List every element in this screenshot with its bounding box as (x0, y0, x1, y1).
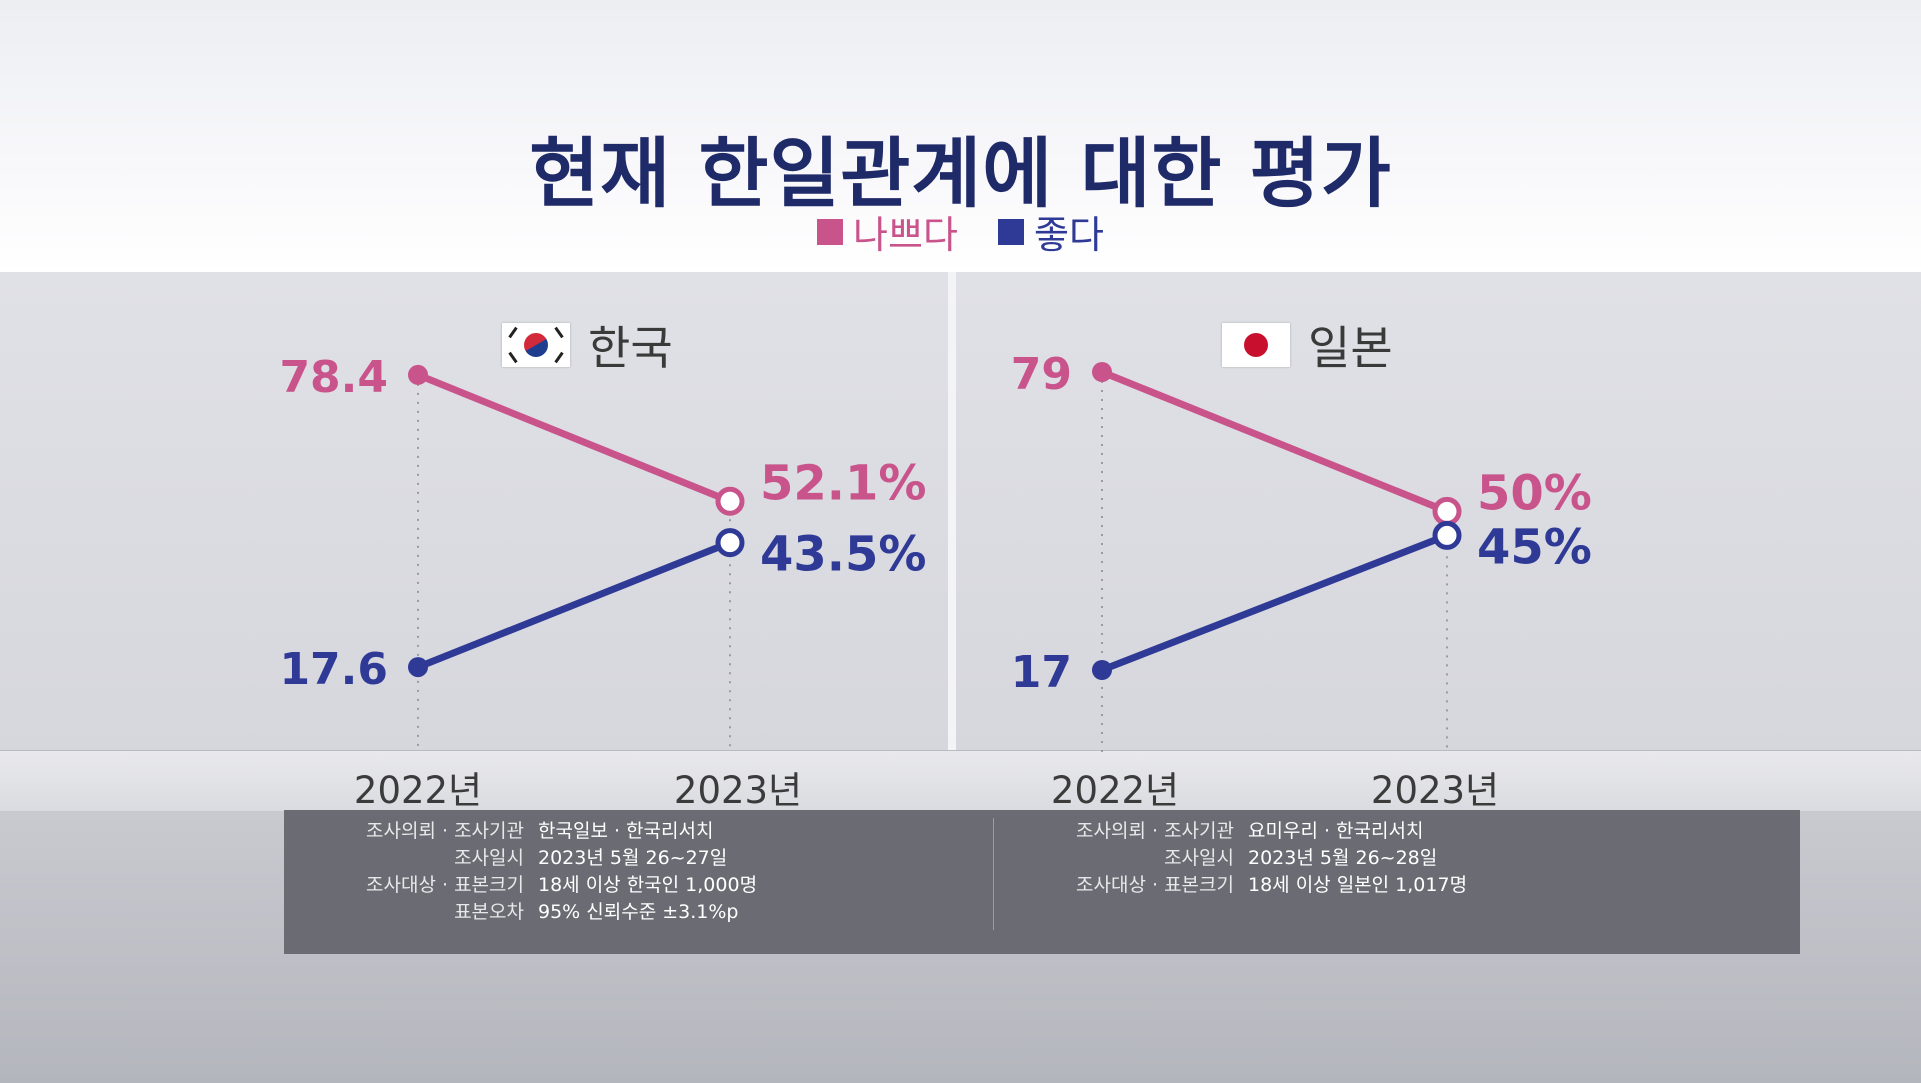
survey-japan-row-3: 조사대상 · 표본크기 18세 이상 일본인 1,017명 (1004, 870, 1467, 897)
survey-japan-value-2: 2023년 5월 26~28일 (1248, 847, 1438, 869)
survey-divider (993, 818, 994, 930)
survey-japan-label-3: 조사대상 · 표본크기 (1076, 874, 1234, 896)
korea-panel (0, 272, 948, 750)
survey-korea-label-1: 조사의뢰 · 조사기관 (366, 820, 524, 842)
country-header-korea: 한국 (502, 312, 673, 378)
legend-label-good: 좋다 (1034, 213, 1104, 257)
korea-flag-icon (502, 323, 570, 367)
legend-item-good: 좋다 (998, 204, 1104, 259)
legend: 나쁘다 좋다 (0, 204, 1921, 259)
survey-korea-row-1: 조사의뢰 · 조사기관 한국일보 · 한국리서치 (284, 816, 713, 843)
legend-swatch-good (998, 218, 1025, 245)
survey-korea-label-3: 조사대상 · 표본크기 (366, 874, 524, 896)
survey-japan-label-1: 조사의뢰 · 조사기관 (1076, 820, 1234, 842)
x-tick-japan-2023: 2023년 (1370, 769, 1500, 812)
survey-korea-row-3: 조사대상 · 표본크기 18세 이상 한국인 1,000명 (284, 870, 757, 897)
panel-divider (948, 272, 956, 750)
survey-korea-label-2: 조사일시 (454, 847, 524, 869)
korea-point-bad-2023 (715, 486, 745, 516)
korea-label-bad-2022: 78.4 (279, 352, 388, 403)
survey-korea-value-4: 95% 신뢰수준 ±3.1%p (538, 901, 739, 923)
japan-point-good-2023 (1432, 520, 1462, 550)
country-header-japan: 일본 (1222, 312, 1393, 378)
japan-point-good-2022 (1092, 660, 1112, 680)
japan-flag-icon (1222, 323, 1290, 367)
survey-korea-value-2: 2023년 5월 26~27일 (538, 847, 728, 869)
japan-label-good-2023: 45% (1477, 519, 1592, 575)
korea-label-good-2022: 17.6 (279, 644, 388, 695)
korea-point-good-2023 (715, 528, 745, 558)
japan-label-bad-2023: 50% (1477, 465, 1592, 521)
survey-korea-label-4: 표본오차 (454, 901, 524, 923)
x-tick-japan-2022: 2022년 (1050, 769, 1180, 812)
survey-korea-value-3: 18세 이상 한국인 1,000명 (538, 874, 758, 896)
survey-korea-row-2: 조사일시 2023년 5월 26~27일 (284, 843, 727, 870)
legend-label-bad: 나쁘다 (853, 213, 958, 257)
survey-japan-label-2: 조사일시 (1164, 847, 1234, 869)
survey-japan-row-1: 조사의뢰 · 조사기관 요미우리 · 한국리서치 (1004, 816, 1423, 843)
survey-japan-value-3: 18세 이상 일본인 1,017명 (1248, 874, 1468, 896)
x-tick-korea-2023: 2023년 (673, 769, 803, 812)
header-band (0, 0, 1921, 272)
chart-title: 현재 한일관계에 대한 평가 (529, 129, 1392, 218)
survey-japan-row-2: 조사일시 2023년 5월 26~28일 (1004, 843, 1437, 870)
japan-line-good (1098, 531, 1451, 674)
survey-korea-row-4: 표본오차 95% 신뢰수준 ±3.1%p (284, 897, 738, 924)
x-axis-band (0, 750, 1921, 811)
country-label-korea: 한국 (588, 321, 673, 375)
x-tick-korea-2022: 2022년 (353, 769, 483, 812)
korea-point-good-2022 (408, 657, 428, 678)
japan-point-bad-2022 (1092, 362, 1112, 382)
japan-line-bad (1098, 368, 1451, 515)
legend-swatch-bad (817, 218, 844, 245)
legend-item-bad: 나쁘다 (817, 204, 958, 259)
japan-point-bad-2023 (1432, 496, 1462, 526)
korea-line-good (414, 539, 734, 671)
japan-label-bad-2022: 79 (1011, 349, 1072, 400)
korea-label-bad-2023: 52.1% (760, 455, 927, 511)
survey-info-box: 조사의뢰 · 조사기관 한국일보 · 한국리서치 조사일시 2023년 5월 2… (284, 810, 1800, 954)
japan-label-good-2022: 17 (1011, 647, 1072, 698)
survey-korea-value-1: 한국일보 · 한국리서치 (538, 820, 714, 842)
survey-japan-value-1: 요미우리 · 한국리서치 (1248, 820, 1424, 842)
korea-line-bad (414, 371, 734, 505)
korea-label-good-2023: 43.5% (760, 527, 927, 583)
korea-point-bad-2022 (408, 364, 428, 385)
country-label-japan: 일본 (1308, 321, 1393, 375)
